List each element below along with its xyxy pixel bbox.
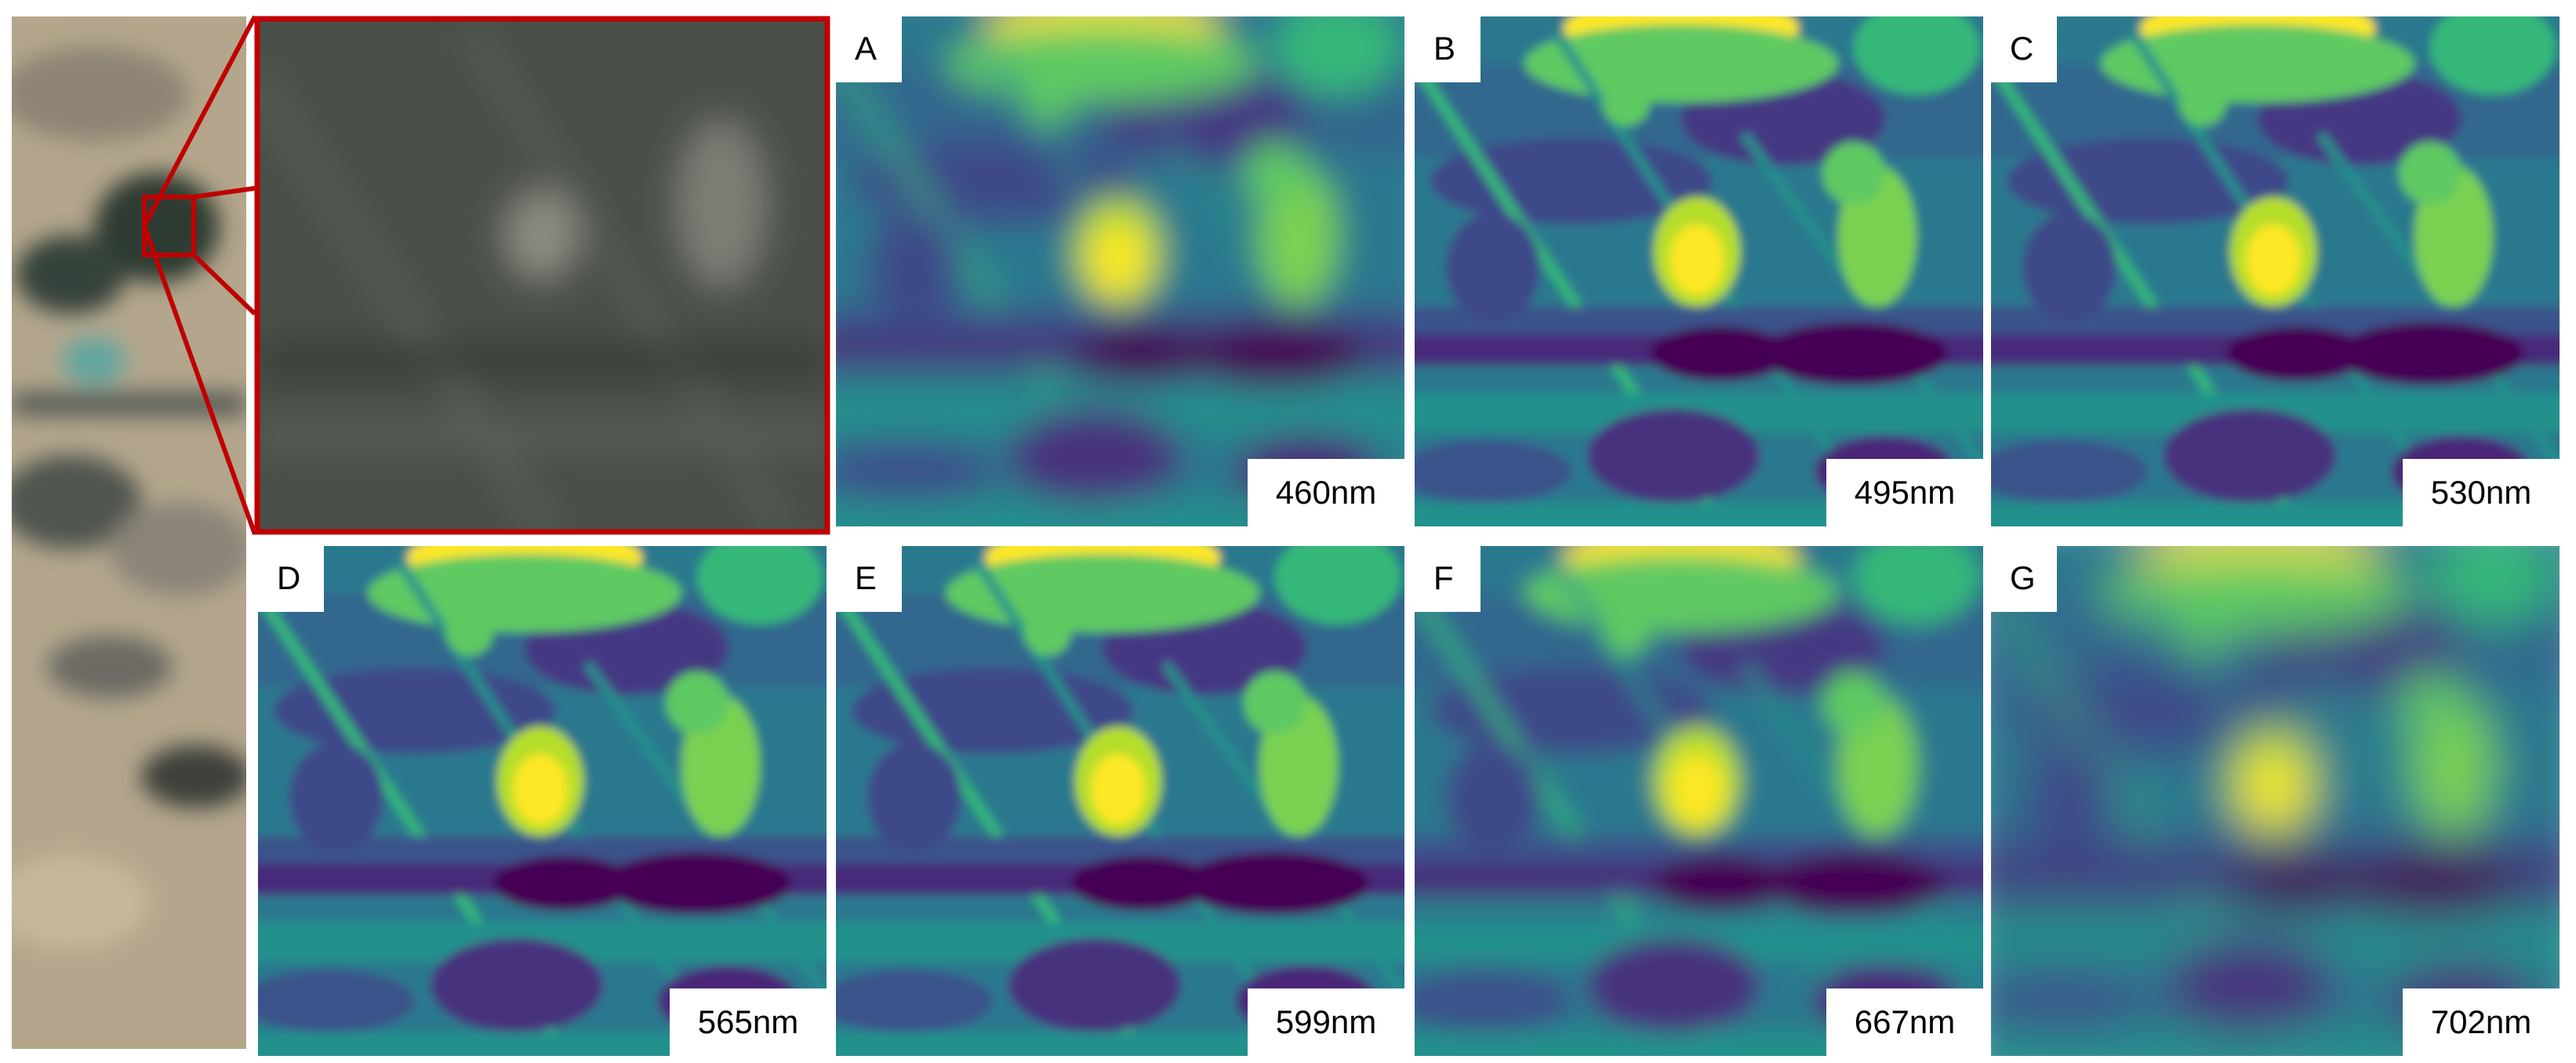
letter-box — [1415, 546, 1481, 612]
wavelength-label: 530nm — [2431, 474, 2531, 511]
panel-letter: G — [2010, 559, 2036, 596]
letter-box — [1991, 16, 2057, 82]
label-box — [1248, 988, 1404, 1056]
label-box — [670, 988, 827, 1056]
label-box — [2403, 988, 2560, 1056]
letter-box — [258, 546, 324, 612]
zoom-connector — [142, 15, 257, 536]
band-panel: C 530nm — [1991, 16, 2560, 526]
panel-letter: D — [277, 559, 300, 596]
wavelength-label: 599nm — [1276, 1003, 1376, 1040]
band-panel: A 460nm — [836, 16, 1404, 526]
wavelength-label: 667nm — [1855, 1003, 1955, 1040]
band-panel: D 565nm — [258, 546, 827, 1056]
wavelength-label: 565nm — [698, 1003, 798, 1040]
wavelength-label: 495nm — [1855, 474, 1955, 511]
letter-box — [836, 546, 902, 612]
label-box — [2403, 459, 2560, 526]
band-panel: G 702nm — [1991, 546, 2560, 1056]
wavelength-label: 460nm — [1276, 474, 1376, 511]
letter-box — [836, 16, 902, 82]
label-box — [1826, 459, 1983, 526]
band-panels: A 460nm B 495nm C 530nm D 565nm E 599nm F 667nm G 702… — [258, 16, 2560, 1056]
label-box — [1826, 988, 1983, 1056]
panel-letter: F — [1433, 559, 1454, 596]
zoom-border — [254, 16, 830, 535]
panel-letter: B — [1433, 30, 1455, 67]
band-panel: F 667nm — [1415, 546, 1983, 1056]
wavelength-label: 702nm — [2431, 1003, 2531, 1040]
zoom-image — [255, 16, 830, 534]
panel-letter: A — [855, 30, 877, 67]
satellite-image — [12, 16, 246, 1049]
letter-box — [1991, 546, 2057, 612]
band-panel: E 599nm — [836, 546, 1404, 1056]
letter-box — [1415, 16, 1481, 82]
band-panel: B 495nm — [1415, 16, 1983, 526]
label-box — [1248, 459, 1404, 526]
panel-letter: E — [855, 559, 877, 596]
panel-letter: C — [2010, 30, 2033, 67]
